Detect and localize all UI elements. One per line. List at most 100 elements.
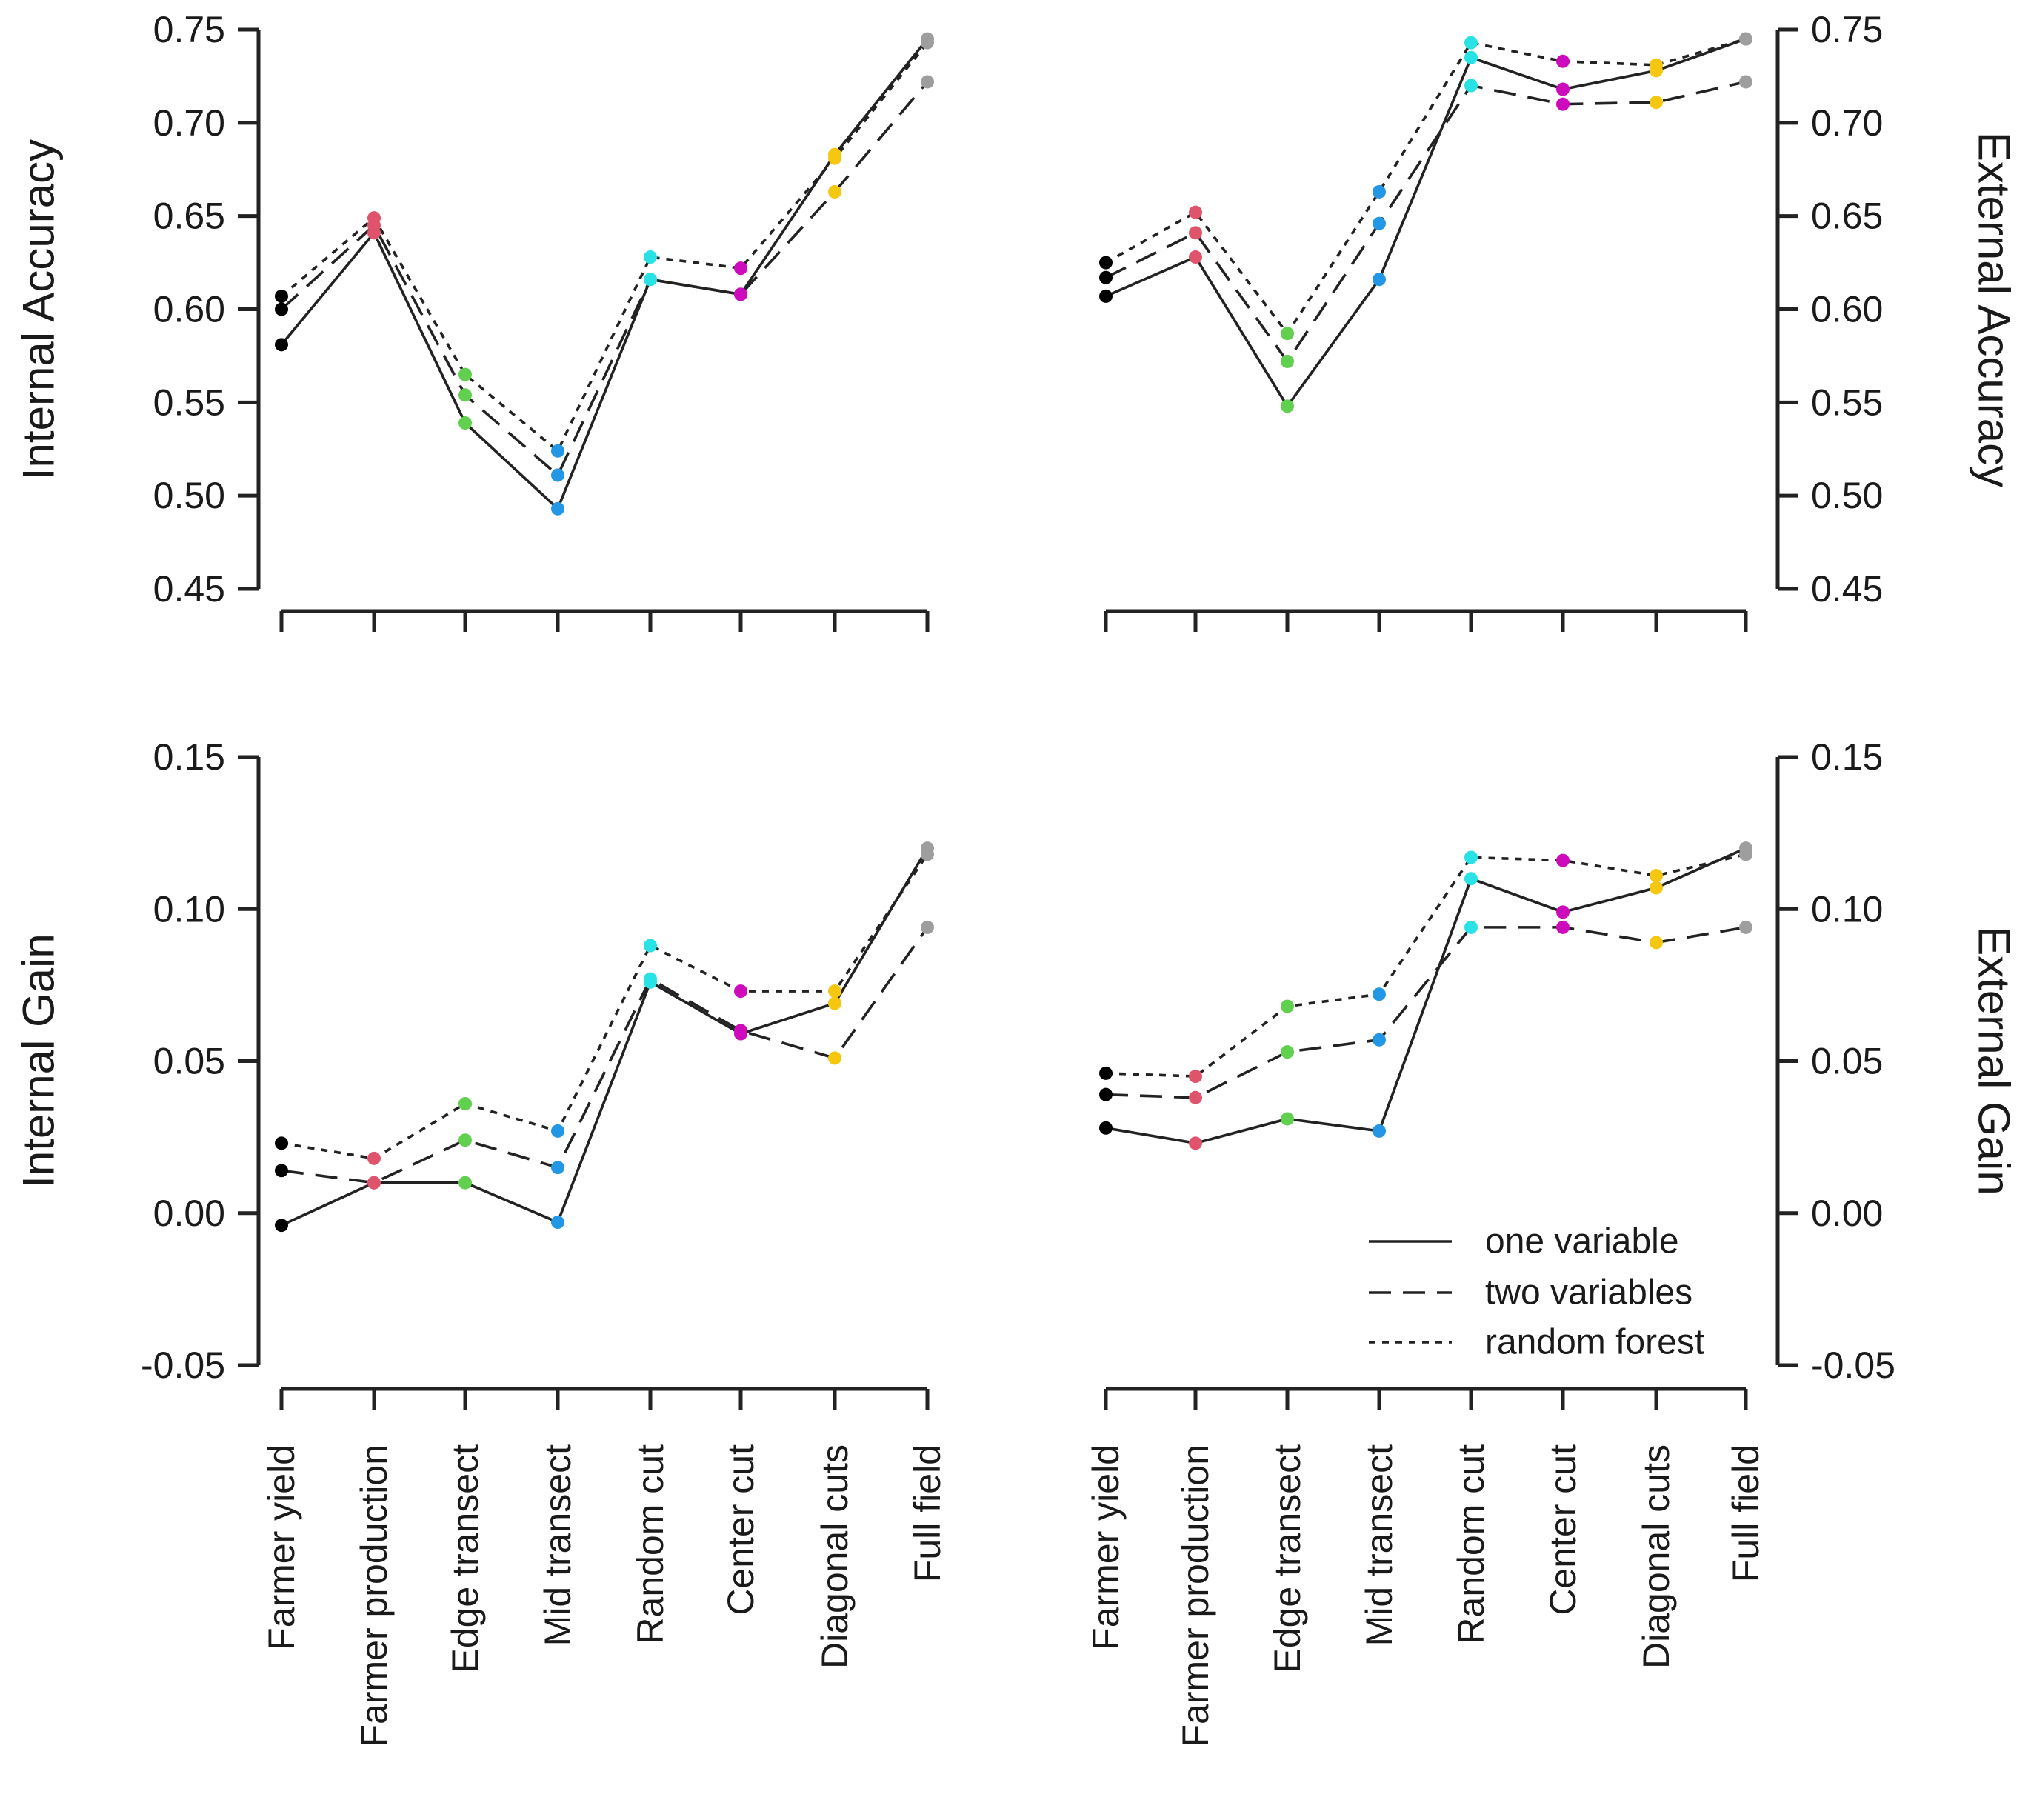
data-point <box>1189 1090 1202 1104</box>
y-tick-label: 0.50 <box>1811 475 1883 516</box>
data-point <box>1189 250 1202 264</box>
data-point <box>1281 999 1294 1013</box>
data-point <box>1464 850 1478 864</box>
y-tick-label: 0.65 <box>1811 196 1883 237</box>
y-tick-label: 0.45 <box>1811 568 1883 610</box>
y-tick-label: 0.10 <box>153 888 225 930</box>
data-point <box>275 1136 288 1150</box>
data-point <box>1099 1121 1113 1135</box>
data-point <box>1373 184 1386 199</box>
data-point <box>828 1051 841 1065</box>
y-tick-label: -0.05 <box>1811 1344 1895 1386</box>
panel-top-right: 0.45 0.50 0.55 0.60 0.65 0.70 0.75 External Acc… <box>1099 9 2019 632</box>
data-point <box>1650 881 1663 895</box>
x-tick-label: Farmer yield <box>261 1444 302 1650</box>
y-tick-label: 0.45 <box>153 568 225 610</box>
data-point <box>1281 1045 1294 1059</box>
y-tick-label: 0.10 <box>1811 888 1883 930</box>
data-point <box>1189 226 1202 240</box>
data-point <box>275 289 288 303</box>
y-axis-title: Internal Gain <box>14 933 64 1188</box>
data-point <box>275 1219 288 1233</box>
data-point <box>1281 399 1294 413</box>
y-tick-label: 0.05 <box>1811 1041 1883 1082</box>
data-point <box>1464 50 1478 64</box>
x-tick-label: Mid transect <box>1358 1444 1400 1646</box>
x-tick-label: Edge transect <box>444 1444 486 1673</box>
data-point <box>551 1124 564 1138</box>
data-point <box>1464 36 1478 50</box>
data-point <box>551 444 564 458</box>
data-point <box>828 184 841 199</box>
data-point <box>1464 79 1478 93</box>
data-point <box>1373 273 1386 287</box>
data-point <box>1556 905 1570 919</box>
legend-label: random forest <box>1485 1323 1704 1362</box>
data-point <box>1556 54 1570 68</box>
y-tick-label: 0.65 <box>153 196 225 237</box>
data-point <box>1650 58 1663 72</box>
y-tick-label: 0.75 <box>153 9 225 50</box>
data-point <box>458 1096 472 1110</box>
y-axis-title: Internal Accuracy <box>14 139 64 480</box>
data-point <box>1739 920 1752 934</box>
data-point <box>1099 270 1113 284</box>
data-point <box>551 501 564 516</box>
data-point <box>275 302 288 316</box>
data-point <box>1099 289 1113 303</box>
data-point <box>734 1024 747 1038</box>
series-line-one-variable <box>281 847 929 1227</box>
data-point <box>644 273 657 287</box>
data-point <box>367 1176 381 1190</box>
y-tick-label: 0.75 <box>1811 9 1883 50</box>
data-point <box>458 1133 472 1147</box>
data-point <box>921 920 934 934</box>
data-point <box>734 984 747 999</box>
x-tick-label: Full field <box>1725 1444 1767 1582</box>
x-tick-label: Edge transect <box>1267 1444 1308 1673</box>
data-point <box>275 338 288 352</box>
series-line-random-forest <box>281 853 929 1160</box>
data-point <box>1281 327 1294 341</box>
x-tick-label: Center cut <box>1542 1444 1584 1616</box>
series-line-one-variable <box>1105 847 1747 1145</box>
data-point <box>367 211 381 225</box>
x-tick-label: Mid transect <box>537 1444 578 1646</box>
data-point <box>1281 354 1294 368</box>
data-point <box>1556 82 1570 96</box>
data-point <box>1099 1066 1113 1080</box>
data-point <box>1373 1033 1386 1047</box>
data-point <box>644 972 657 986</box>
y-tick-label: 0.15 <box>1811 736 1883 778</box>
data-point <box>734 287 747 301</box>
data-point <box>458 388 472 402</box>
data-point <box>828 996 841 1010</box>
y-tick-label: 0.70 <box>153 102 225 144</box>
y-tick-label: 0.15 <box>153 736 225 778</box>
data-point <box>458 1176 472 1190</box>
data-point <box>1373 987 1386 1001</box>
series-line-two-variables <box>281 926 929 1184</box>
x-tick-label: Full field <box>907 1444 948 1582</box>
data-point <box>921 36 934 50</box>
y-tick-label: -0.05 <box>141 1344 225 1386</box>
panel-bottom-left: -0.05 0.00 0.05 0.10 0.15 Internal Gain Farmer… <box>14 736 949 1747</box>
data-point <box>1099 256 1113 270</box>
x-tick-label: Center cut <box>720 1444 761 1616</box>
data-point <box>1650 936 1663 950</box>
data-point <box>1373 216 1386 230</box>
data-point <box>734 261 747 276</box>
y-tick-label: 0.55 <box>153 381 225 423</box>
data-point <box>921 847 934 861</box>
y-tick-label: 0.60 <box>1811 289 1883 330</box>
data-point <box>367 1151 381 1165</box>
data-point <box>1556 97 1570 111</box>
data-point <box>1739 75 1752 89</box>
x-tick-label: Farmer production <box>353 1444 395 1747</box>
data-point <box>551 1216 564 1230</box>
series-line-random-forest <box>1105 37 1747 336</box>
x-tick-label: Farmer yield <box>1085 1444 1127 1650</box>
legend: one variable two variables random forest <box>1369 1222 1704 1362</box>
data-point <box>1281 1112 1294 1126</box>
data-point <box>1189 205 1202 219</box>
